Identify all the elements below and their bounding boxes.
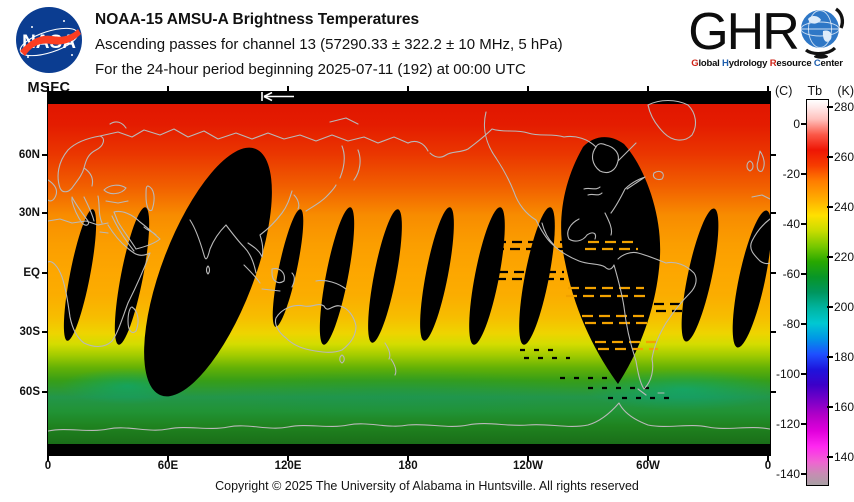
colorbar-celsius-tick-0: 0 bbox=[793, 117, 800, 131]
colorbar-kelvin-tick-180: 180 bbox=[834, 350, 854, 364]
colorbar-kelvin-tickmark bbox=[827, 206, 833, 208]
colorbar-kelvin-tick-160: 160 bbox=[834, 400, 854, 414]
colorbar-kelvin-tickmark bbox=[827, 356, 833, 358]
copyright-text: Copyright © 2025 The University of Alaba… bbox=[215, 479, 639, 493]
subtitle-channel: Ascending passes for channel 13 (57290.3… bbox=[95, 36, 563, 53]
lat-tick-right bbox=[770, 391, 776, 393]
lon-tick-top bbox=[527, 86, 529, 92]
colorbar-celsius-tick--100: -100 bbox=[775, 367, 800, 381]
colorbar-kelvin-tickmark bbox=[827, 156, 833, 158]
lon-label-60W: 60W bbox=[636, 460, 660, 472]
lon-tick-top bbox=[47, 86, 49, 92]
lat-tick-right bbox=[770, 272, 776, 274]
colorbar-header: (C) Tb (K) bbox=[775, 84, 854, 98]
colorbar-kelvin-tickmark bbox=[827, 106, 833, 108]
colorbar-celsius-tickmark bbox=[801, 223, 807, 225]
lat-tick-right bbox=[770, 212, 776, 214]
lon-tick-top bbox=[407, 86, 409, 92]
colorbar-celsius-tick--140: -140 bbox=[775, 467, 800, 481]
subtitle-period: For the 24-hour period beginning 2025-07… bbox=[95, 61, 526, 78]
colorbar-celsius-tickmark bbox=[801, 173, 807, 175]
lon-label-0: 0 bbox=[764, 460, 772, 472]
lat-label-30S: 30S bbox=[19, 326, 40, 338]
lat-label-60S: 60S bbox=[19, 386, 40, 398]
lon-tick-bottom bbox=[287, 455, 289, 461]
colorbar-celsius-tickmark bbox=[801, 323, 807, 325]
title-block: NOAA-15 AMSU-A Brightness Temperatures A… bbox=[95, 7, 563, 82]
ghrc-tagline-word: Resource bbox=[769, 58, 814, 69]
ghrc-tagline-word: Hydrology bbox=[722, 58, 770, 69]
coastlines bbox=[48, 99, 770, 432]
colorbar-kelvin-tick-220: 220 bbox=[834, 250, 854, 264]
lat-tick-left bbox=[42, 212, 48, 214]
colorbar-celsius-tickmark bbox=[801, 123, 807, 125]
ghrc-tagline-word: Center bbox=[813, 58, 843, 69]
colorbar-celsius-tick--120: -120 bbox=[775, 417, 800, 431]
lat-label-60N: 60N bbox=[18, 149, 40, 161]
page-title: NOAA-15 AMSU-A Brightness Temperatures bbox=[95, 11, 420, 28]
colorbar-kelvin-tick-280: 280 bbox=[834, 100, 854, 114]
lon-tick-top bbox=[167, 86, 169, 92]
colorbar-kelvin-tick-200: 200 bbox=[834, 300, 854, 314]
lon-label-120E: 120E bbox=[274, 460, 302, 472]
lat-tick-left bbox=[42, 331, 48, 333]
lon-tick-bottom bbox=[167, 455, 169, 461]
lat-tick-right bbox=[770, 331, 776, 333]
ghrc-letters: GHR bbox=[688, 3, 800, 61]
colorbar-celsius-tick--40: -40 bbox=[782, 217, 800, 231]
lat-tick-left bbox=[42, 391, 48, 393]
colorbar-celsius-tick--20: -20 bbox=[782, 167, 800, 181]
colorbar bbox=[806, 99, 829, 486]
partial-scanlines bbox=[480, 240, 692, 400]
colorbar-kelvin-tick-260: 260 bbox=[834, 150, 854, 164]
nasa-logo: NASA MSFC bbox=[14, 5, 84, 96]
colorbar-celsius-tickmark bbox=[801, 423, 807, 425]
colorbar-celsius-tickmark bbox=[801, 373, 807, 375]
lon-tick-bottom bbox=[407, 455, 409, 461]
lon-tick-bottom bbox=[47, 455, 49, 461]
colorbar-celsius-tick--60: -60 bbox=[782, 267, 800, 281]
lon-tick-top bbox=[287, 86, 289, 92]
colorbar-kelvin-tick-240: 240 bbox=[834, 200, 854, 214]
lon-tick-bottom bbox=[767, 455, 769, 461]
colorbar-celsius-tickmark bbox=[801, 473, 807, 475]
lon-tick-top bbox=[647, 86, 649, 92]
colorbar-kelvin-tick-140: 140 bbox=[834, 450, 854, 464]
colorbar-celsius-label: (C) bbox=[775, 84, 793, 98]
lat-tick-left bbox=[42, 272, 48, 274]
ghrc-globe-icon bbox=[800, 7, 844, 59]
colorbar-kelvin-tickmark bbox=[827, 306, 833, 308]
lon-label-180: 180 bbox=[398, 460, 418, 472]
ghrc-tagline: Global Hydrology Resource Center bbox=[682, 58, 852, 69]
polar-gap-strips bbox=[48, 92, 770, 455]
lon-tick-bottom bbox=[527, 455, 529, 461]
nasa-meatball-icon: NASA bbox=[16, 7, 82, 73]
lon-tick-top bbox=[767, 86, 769, 92]
lat-label-30N: 30N bbox=[18, 207, 40, 219]
start-longitude-arrow-icon bbox=[261, 92, 294, 102]
lon-label-120W: 120W bbox=[512, 460, 544, 472]
lat-tick-left bbox=[42, 154, 48, 156]
colorbar-kelvin-label: (K) bbox=[837, 84, 854, 98]
colorbar-kelvin-tickmark bbox=[827, 406, 833, 408]
lat-label-EQ: EQ bbox=[23, 267, 40, 279]
map-plot bbox=[47, 91, 771, 456]
colorbar-kelvin-tickmark bbox=[827, 456, 833, 458]
ghrc-tagline-word: Global bbox=[691, 58, 723, 69]
colorbar-celsius-tick--80: -80 bbox=[782, 317, 800, 331]
lat-tick-right bbox=[770, 154, 776, 156]
colorbar-kelvin-tickmark bbox=[827, 256, 833, 258]
lon-tick-bottom bbox=[647, 455, 649, 461]
colorbar-celsius-tickmark bbox=[801, 273, 807, 275]
colorbar-tb-label: Tb bbox=[807, 84, 823, 98]
lon-label-0: 0 bbox=[44, 460, 52, 472]
ghrc-logo: GHR Global Hydrology Resource Center bbox=[682, 3, 852, 69]
map-overlay bbox=[48, 92, 770, 455]
lon-label-60E: 60E bbox=[157, 460, 179, 472]
